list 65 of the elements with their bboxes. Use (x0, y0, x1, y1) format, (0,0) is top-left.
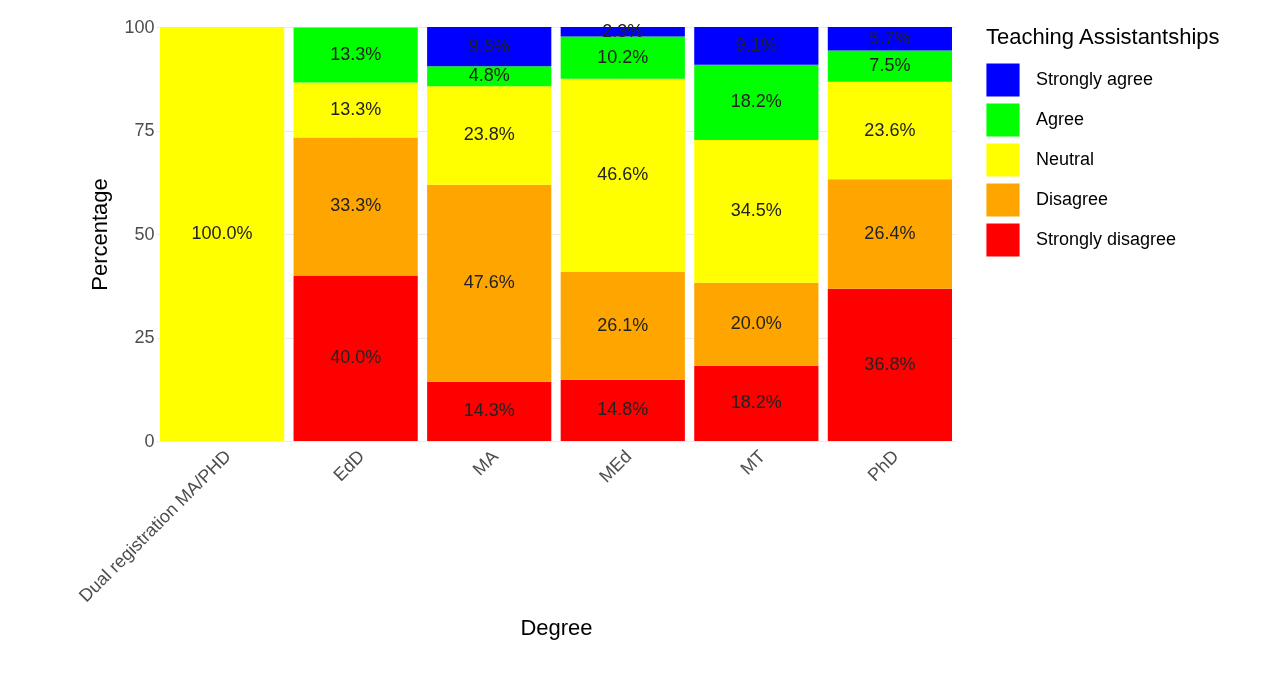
bar (560, 379, 685, 441)
x-tick-label: PhD (863, 446, 903, 485)
y-tick-label: 75 (134, 120, 155, 140)
legend-label: Agree (1036, 109, 1085, 129)
data-label: 2.3% (602, 20, 644, 41)
bar (427, 27, 552, 67)
data-label: 46.6% (597, 164, 649, 185)
data-label: 18.2% (730, 91, 782, 112)
bar (560, 271, 685, 380)
legend-title: Teaching Assistantships (986, 24, 1220, 49)
data-label: 14.8% (597, 399, 649, 420)
data-label: 26.4% (864, 223, 916, 243)
data-label: 33.3% (330, 195, 382, 216)
data-label: 13.3% (330, 99, 382, 120)
x-tick-label: MA (468, 446, 502, 480)
bar (293, 82, 418, 138)
data-label: 13.3% (330, 43, 382, 64)
bar (694, 64, 819, 141)
bar (427, 184, 552, 382)
bar (827, 288, 952, 441)
y-tick-label: 100 (124, 16, 155, 37)
bar (293, 27, 418, 83)
x-axis-title: Degree (520, 614, 593, 640)
y-axis-title: Percentage (87, 178, 113, 291)
x-tick-label: EdD (329, 446, 369, 485)
legend-label: Strongly agree (1036, 69, 1154, 89)
data-label: 100.0% (191, 223, 253, 243)
data-label: 26.1% (597, 314, 649, 335)
bar (293, 137, 418, 276)
data-label: 47.6% (463, 272, 515, 293)
data-label: 4.8% (468, 65, 510, 86)
data-label: 23.6% (864, 119, 916, 140)
bar (694, 282, 819, 366)
data-label: 23.8% (463, 124, 515, 145)
bar (427, 86, 552, 185)
data-label: 36.8% (864, 353, 916, 374)
bar (560, 78, 685, 272)
bar (694, 365, 819, 441)
y-tick-label: 50 (134, 223, 155, 244)
data-label: 9.5% (468, 35, 510, 56)
x-tick-label: MT (736, 446, 770, 479)
data-label: 18.2% (730, 392, 782, 413)
bar (427, 381, 552, 441)
bar (827, 81, 952, 180)
bar (827, 27, 952, 51)
bar (293, 275, 418, 441)
bar (827, 50, 952, 82)
data-label: 34.5% (730, 200, 782, 221)
data-label: 9.1% (735, 34, 777, 55)
bar (160, 27, 285, 441)
data-label: 14.3% (463, 400, 515, 421)
bar (694, 27, 819, 65)
bar (827, 179, 952, 289)
data-label: 5.7% (869, 27, 911, 48)
bar (560, 36, 685, 79)
data-label: 7.5% (869, 55, 911, 76)
legend-label: Neutral (1036, 149, 1095, 169)
data-label: 40.0% (330, 347, 382, 368)
data-label: 20.0% (730, 313, 782, 334)
bar (694, 140, 819, 283)
y-tick-label: 25 (134, 327, 155, 347)
data-label: 10.2% (597, 46, 649, 67)
legend-label: Disagree (1036, 189, 1109, 209)
legend-label: Strongly disagree (1036, 229, 1177, 249)
y-tick-label: 0 (144, 430, 155, 451)
